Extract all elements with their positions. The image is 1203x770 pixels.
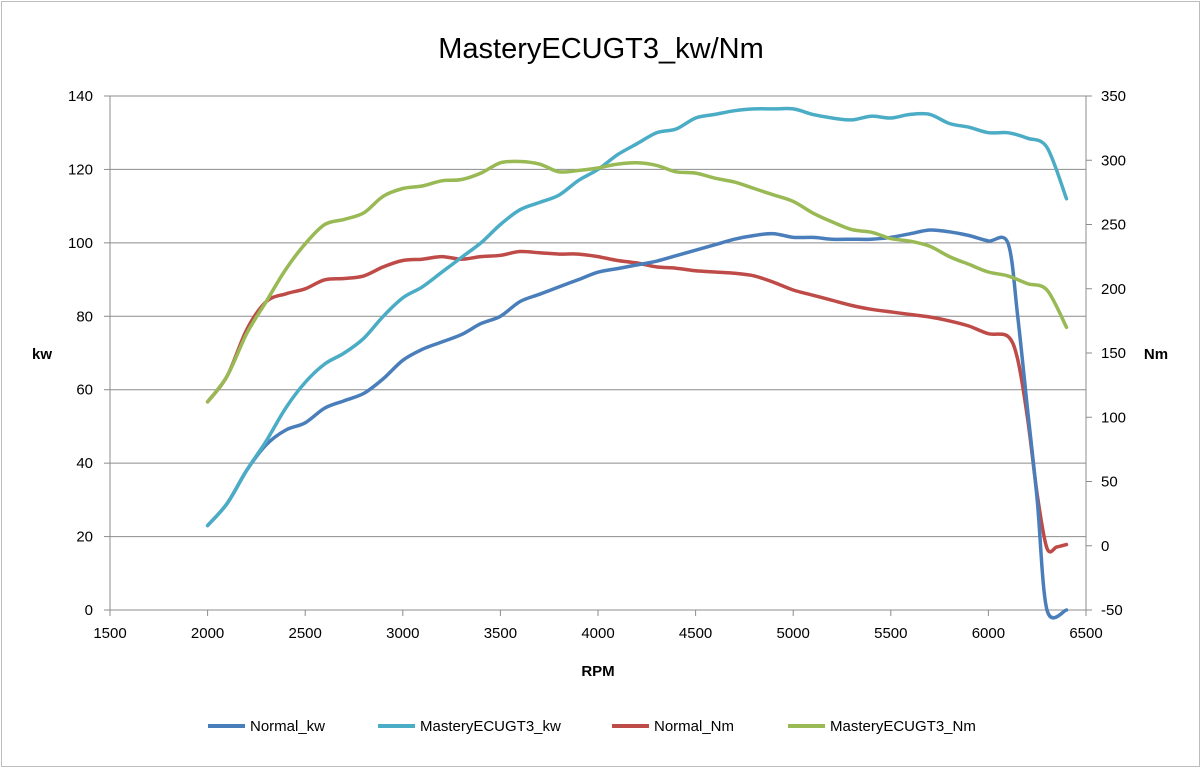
series-line-normal-nm xyxy=(205,249,1069,554)
y2-axis-label: Nm xyxy=(1144,346,1168,363)
y-axis-label: kw xyxy=(32,346,52,363)
y2-tick-label: 250 xyxy=(1101,217,1126,234)
y-tick-label: 20 xyxy=(76,529,93,546)
y-tick-label: 140 xyxy=(68,88,93,105)
chart-title: MasteryECUGT3_kw/Nm xyxy=(438,33,764,65)
legend-label-normal-kw: Normal_kw xyxy=(250,718,325,735)
series-line-masteryecugt3-kw xyxy=(205,106,1069,528)
y-tick-label: 0 xyxy=(85,602,93,619)
x-tick-label: 6500 xyxy=(1069,625,1102,642)
x-tick-label: 4000 xyxy=(581,625,614,642)
y-tick-label: 60 xyxy=(76,382,93,399)
legend-label-masteryecugt3-nm: MasteryECUGT3_Nm xyxy=(830,718,976,735)
axes xyxy=(104,95,1092,616)
y2-tick-label: 350 xyxy=(1101,88,1126,105)
y-tick-label: 100 xyxy=(68,235,93,252)
y2-tick-label: 0 xyxy=(1101,538,1109,555)
x-tick-label: 3500 xyxy=(484,625,517,642)
legend-label-masteryecugt3-kw: MasteryECUGT3_kw xyxy=(420,718,561,735)
y-tick-label: 120 xyxy=(68,161,93,178)
tick-labels: 1500 2000 2500 3000 3500 4000 4500 5000 5500 6000… xyxy=(68,88,1126,642)
x-tick-label: 6000 xyxy=(972,625,1005,642)
y2-tick-label: 300 xyxy=(1101,152,1126,169)
y-tick-label: 80 xyxy=(76,308,93,325)
y2-tick-label: 150 xyxy=(1101,345,1126,362)
y-tick-label: 40 xyxy=(76,455,93,472)
series-line-masteryecugt3-nm xyxy=(205,159,1069,404)
series-line-normal-kw xyxy=(205,228,1069,620)
x-axis-label: RPM xyxy=(581,663,614,680)
y2-tick-label: 100 xyxy=(1101,409,1126,426)
y2-tick-label: -50 xyxy=(1101,602,1123,619)
y2-tick-label: 200 xyxy=(1101,281,1126,298)
x-tick-label: 2500 xyxy=(289,625,322,642)
x-tick-label: 2000 xyxy=(191,625,224,642)
x-tick-label: 5000 xyxy=(777,625,810,642)
legend-label-normal-nm: Normal_Nm xyxy=(654,718,734,735)
series-lines xyxy=(205,106,1069,620)
x-tick-label: 3000 xyxy=(386,625,419,642)
x-tick-label: 5500 xyxy=(874,625,907,642)
y2-tick-label: 50 xyxy=(1101,474,1118,491)
x-tick-label: 4500 xyxy=(679,625,712,642)
legend: Normal_kw MasteryECUGT3_kw Normal_Nm Master… xyxy=(208,718,976,735)
x-tick-label: 1500 xyxy=(93,625,126,642)
